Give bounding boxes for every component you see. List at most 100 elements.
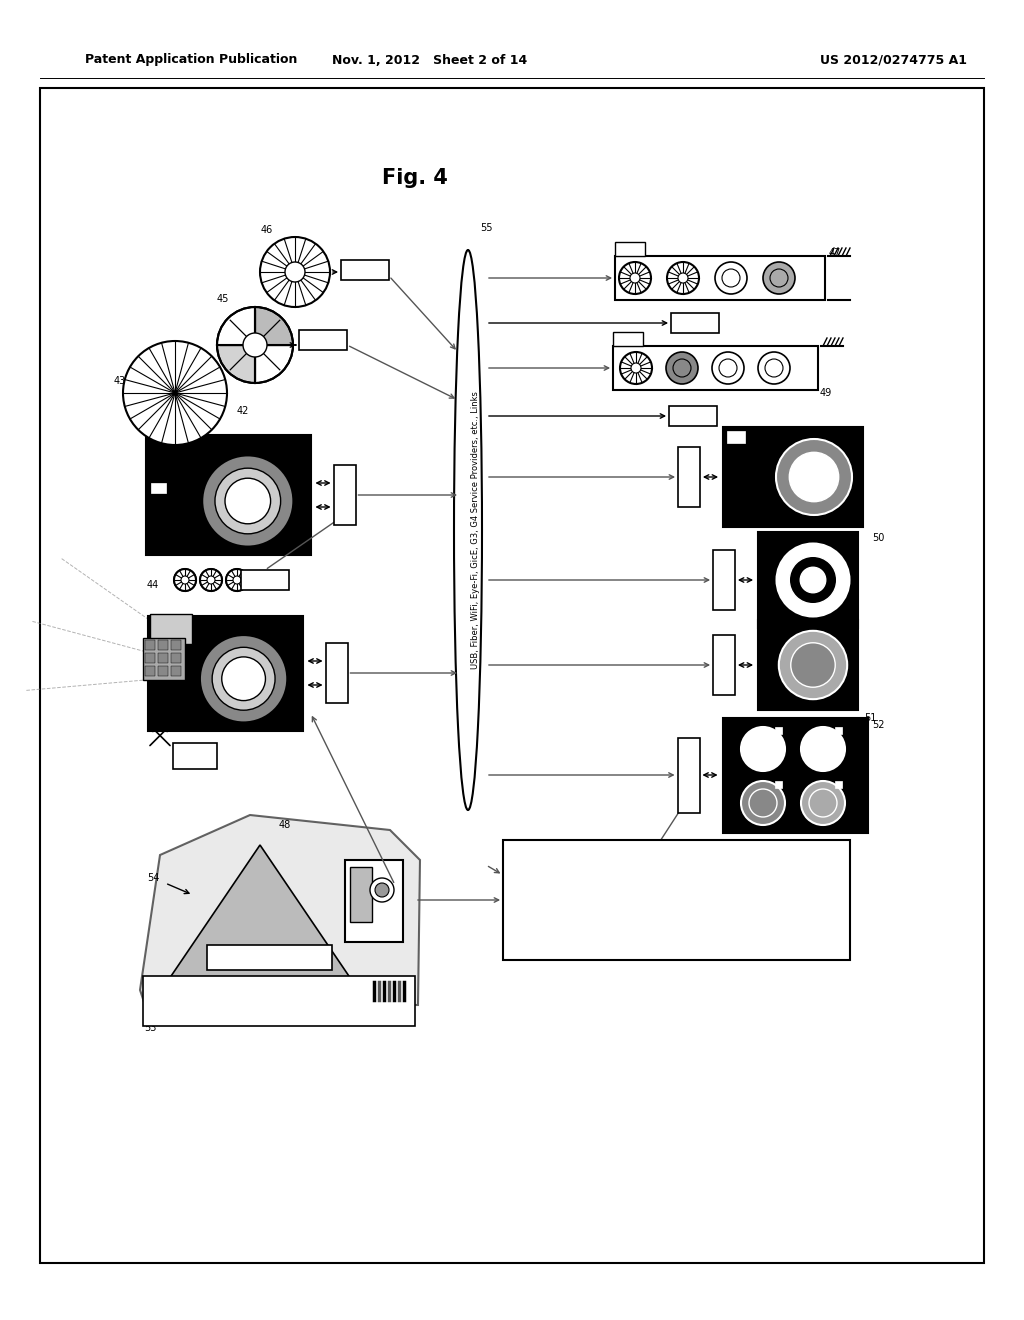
Circle shape — [212, 647, 275, 710]
Text: PLCM: PLCM — [678, 411, 709, 421]
FancyBboxPatch shape — [145, 436, 310, 554]
Text: LARcode Data Processing Systems: LARcode Data Processing Systems — [581, 851, 773, 862]
Circle shape — [722, 269, 740, 286]
Text: & DBs, 3rd Party Systems & DBs,: & DBs, 3rd Party Systems & DBs, — [585, 871, 768, 880]
FancyBboxPatch shape — [171, 653, 180, 663]
Circle shape — [200, 569, 222, 591]
Text: 52: 52 — [871, 719, 885, 730]
Text: LARCA+IM: LARCA+IM — [684, 453, 693, 502]
Circle shape — [673, 359, 691, 378]
Text: US 2012/0274775 A1: US 2012/0274775 A1 — [820, 54, 967, 66]
FancyBboxPatch shape — [345, 861, 403, 942]
Circle shape — [758, 352, 790, 384]
FancyBboxPatch shape — [713, 635, 735, 696]
Text: 49: 49 — [820, 388, 833, 399]
Text: 50: 50 — [871, 533, 884, 543]
Text: LARCA+IM: LARCA+IM — [684, 453, 693, 502]
Circle shape — [178, 573, 193, 587]
FancyBboxPatch shape — [142, 638, 184, 680]
FancyBboxPatch shape — [334, 465, 355, 525]
FancyBboxPatch shape — [669, 407, 717, 426]
Circle shape — [260, 238, 330, 308]
Circle shape — [200, 635, 288, 722]
Text: USB, Fiber, WiFi, Eye-Fi, GicE, G3, G4 Service Providers, etc., Links: USB, Fiber, WiFi, Eye-Fi, GicE, G3, G4 S… — [471, 391, 480, 669]
FancyBboxPatch shape — [503, 840, 850, 960]
Wedge shape — [217, 308, 255, 345]
FancyBboxPatch shape — [158, 653, 168, 663]
Circle shape — [791, 643, 836, 688]
Circle shape — [618, 261, 651, 294]
Circle shape — [719, 359, 737, 378]
FancyBboxPatch shape — [153, 661, 168, 672]
Text: General Scene: General Scene — [228, 952, 310, 962]
Circle shape — [370, 878, 394, 902]
Circle shape — [620, 352, 652, 384]
Text: Nov. 1, 2012   Sheet 2 of 14: Nov. 1, 2012 Sheet 2 of 14 — [333, 54, 527, 66]
Text: 48: 48 — [279, 820, 291, 830]
Circle shape — [776, 544, 850, 616]
Circle shape — [123, 341, 227, 445]
Circle shape — [667, 261, 699, 294]
Circle shape — [630, 273, 640, 282]
Text: 42: 42 — [237, 407, 249, 416]
Circle shape — [801, 727, 845, 771]
Text: LARCA+IM: LARCA+IM — [332, 648, 341, 697]
Text: P/T: P/T — [185, 751, 205, 760]
Text: PLCM: PLCM — [308, 335, 338, 345]
FancyBboxPatch shape — [241, 570, 289, 590]
FancyBboxPatch shape — [207, 945, 332, 970]
Circle shape — [202, 455, 294, 546]
Circle shape — [225, 478, 270, 524]
FancyBboxPatch shape — [341, 260, 389, 280]
Text: LARCA+IM: LARCA+IM — [720, 640, 728, 689]
FancyBboxPatch shape — [615, 242, 645, 256]
Circle shape — [712, 352, 744, 384]
Circle shape — [678, 273, 688, 282]
Text: LARCA+IM: LARCA+IM — [720, 556, 728, 605]
Circle shape — [763, 261, 795, 294]
Wedge shape — [255, 345, 293, 383]
Circle shape — [790, 556, 837, 603]
FancyBboxPatch shape — [775, 727, 782, 734]
Text: LARCA+IM: LARCA+IM — [684, 751, 693, 800]
FancyBboxPatch shape — [835, 727, 842, 734]
Text: LARCA+IM: LARCA+IM — [720, 640, 728, 689]
Circle shape — [790, 453, 839, 502]
FancyBboxPatch shape — [615, 256, 825, 300]
Circle shape — [741, 781, 785, 825]
FancyBboxPatch shape — [143, 975, 415, 1026]
Text: 43: 43 — [114, 376, 126, 385]
Text: 51: 51 — [864, 713, 877, 723]
Text: Local Venue Systems & DBs,: Local Venue Systems & DBs, — [597, 890, 756, 900]
Text: PLCM: PLCM — [250, 576, 281, 585]
Text: Local Venue Displays, Lighting &: Local Venue Displays, Lighting & — [586, 909, 768, 919]
Circle shape — [200, 569, 222, 591]
Circle shape — [765, 359, 783, 378]
Circle shape — [666, 352, 698, 384]
Circle shape — [770, 269, 788, 286]
Circle shape — [215, 469, 281, 533]
Circle shape — [801, 781, 845, 825]
Circle shape — [809, 789, 837, 817]
Circle shape — [800, 568, 825, 593]
FancyBboxPatch shape — [171, 640, 180, 649]
FancyBboxPatch shape — [151, 420, 180, 436]
Circle shape — [631, 363, 641, 374]
Text: LAR-coded objects, LARsponders,: LAR-coded objects, LARsponders, — [168, 985, 342, 995]
Circle shape — [715, 261, 746, 294]
FancyBboxPatch shape — [613, 333, 643, 346]
FancyBboxPatch shape — [173, 742, 217, 768]
Circle shape — [749, 735, 777, 763]
Polygon shape — [165, 845, 355, 985]
FancyBboxPatch shape — [775, 781, 782, 788]
FancyBboxPatch shape — [713, 550, 735, 610]
Wedge shape — [217, 345, 255, 383]
Text: LARCA+IM: LARCA+IM — [340, 470, 349, 520]
FancyBboxPatch shape — [723, 426, 863, 527]
Circle shape — [181, 576, 189, 583]
Text: Reference points, etc.: Reference points, etc. — [173, 1003, 287, 1012]
FancyBboxPatch shape — [150, 614, 191, 644]
FancyBboxPatch shape — [613, 346, 818, 389]
Circle shape — [749, 789, 777, 817]
Polygon shape — [140, 814, 420, 1005]
